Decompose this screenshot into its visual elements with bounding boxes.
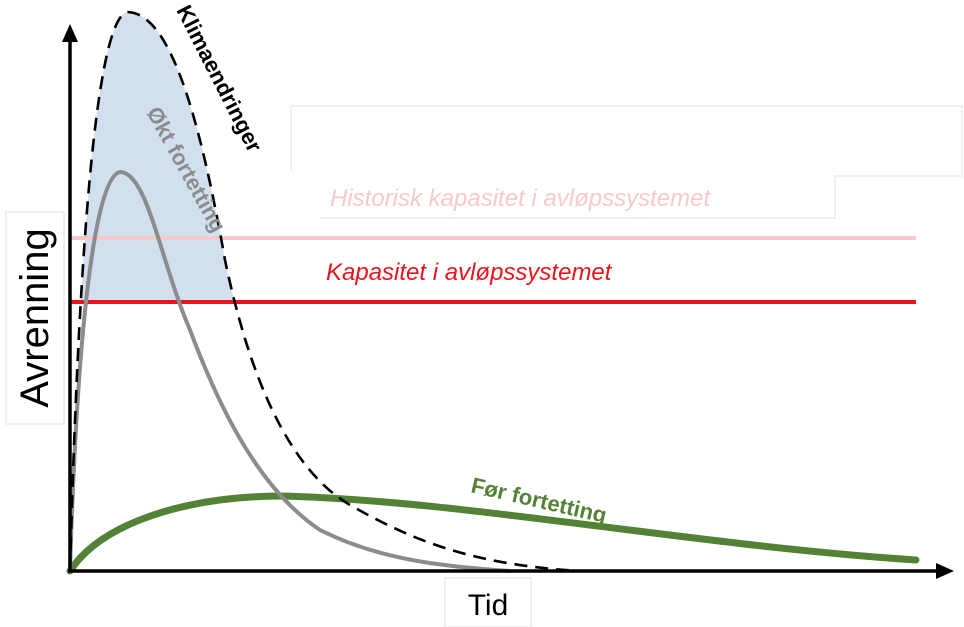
y-axis-label: Avrenning xyxy=(13,228,57,407)
x-axis-label: Tid xyxy=(468,589,509,622)
series-climate-change xyxy=(68,10,581,573)
x-label-box xyxy=(444,577,532,627)
historic-label-frame xyxy=(290,105,963,219)
y-axis-arrow xyxy=(62,24,78,42)
historic-capacity-label: Historisk kapasitet i avløpssystemet xyxy=(330,185,711,212)
series-increased-densification xyxy=(68,169,512,573)
series-before-densification xyxy=(66,492,920,575)
y-label-box xyxy=(5,211,65,425)
capacity-label: Kapasitet i avløpssystemet xyxy=(326,259,613,286)
exceedance-area xyxy=(80,12,235,302)
x-axis-arrow xyxy=(936,563,954,579)
